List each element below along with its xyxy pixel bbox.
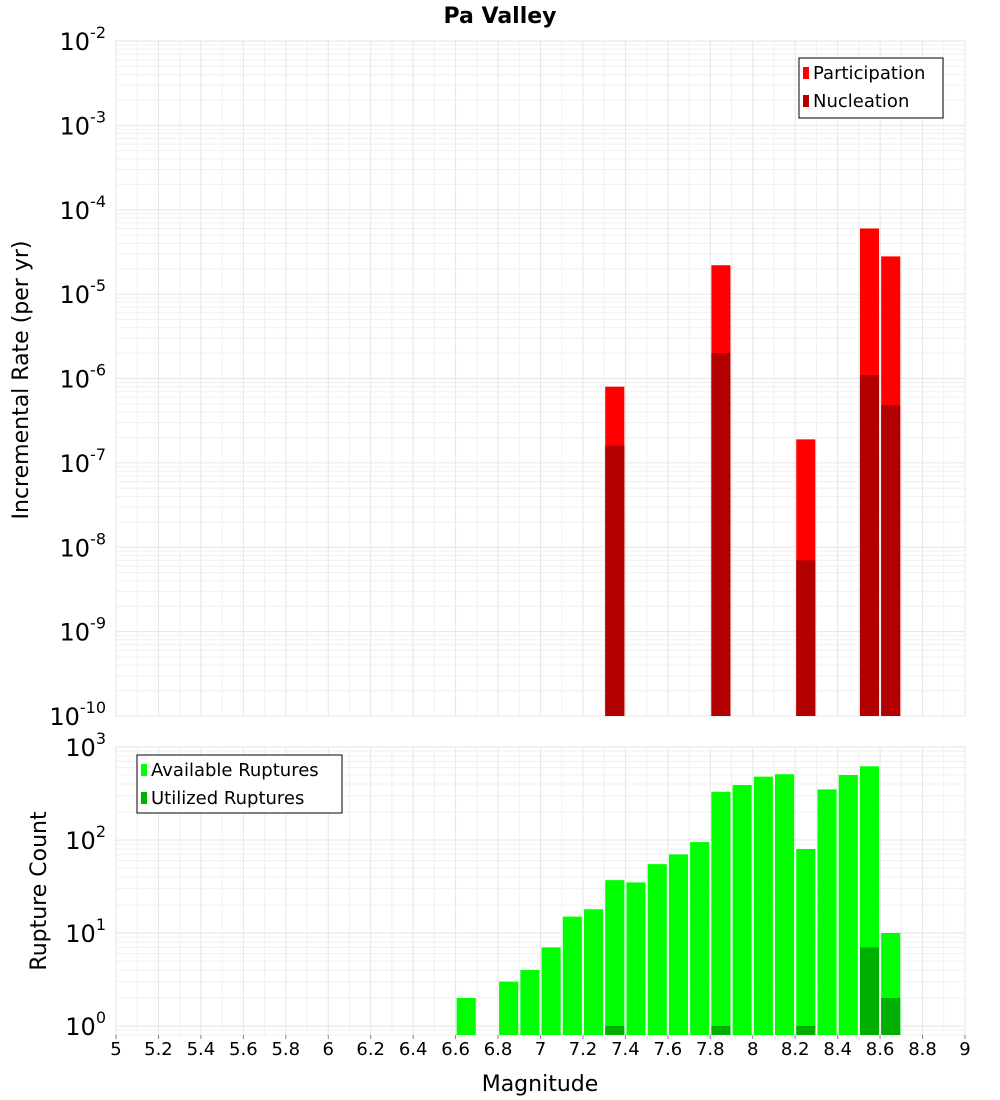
bar-utilized-ruptures (796, 1025, 816, 1035)
rupture-count-panel: 100 101 102 103 5 5.2 5.4 5.6 5.8 6 6.2 6.4 6.6 6.8 7 7… (65, 729, 970, 1060)
legend: Available Ruptures Utilized Ruptures (136, 754, 343, 814)
x-tick-label: 7.2 (569, 1039, 598, 1060)
y-tick-label: 10-5 (60, 276, 107, 309)
legend-swatch-nucleation (803, 95, 809, 107)
bar-available-ruptures (668, 854, 689, 1035)
y-tick-label: 10-9 (60, 614, 107, 647)
x-tick-label: 6 (323, 1039, 334, 1060)
bar-available-ruptures (562, 916, 582, 1035)
bar-available-ruptures (499, 981, 519, 1035)
y-tick-label: 101 (65, 915, 106, 948)
bar-available-ruptures (838, 774, 858, 1035)
bar-nucleation (796, 560, 816, 716)
y-tick-label: 102 (65, 822, 106, 855)
bar-available-ruptures (817, 789, 837, 1035)
x-tick-label: 6.2 (356, 1039, 385, 1060)
bar-available-ruptures (626, 882, 646, 1035)
bar-utilized-ruptures (881, 997, 901, 1035)
x-tick-label: 7 (535, 1039, 546, 1060)
bar-nucleation (605, 445, 625, 716)
x-tick-label: 9 (959, 1039, 970, 1060)
bar-nucleation (881, 405, 901, 716)
x-tick-label: 7.4 (611, 1039, 640, 1060)
x-tick-label: 8.4 (823, 1039, 852, 1060)
x-tick-label: 6.4 (399, 1039, 428, 1060)
x-tick-label: 5.6 (229, 1039, 258, 1060)
y-tick-label: 103 (65, 729, 106, 762)
x-axis-title: Magnitude (482, 1072, 599, 1097)
x-tick-label: 5.4 (187, 1039, 216, 1060)
legend-label-utilized-ruptures: Utilized Ruptures (151, 788, 304, 809)
x-tick-label: 5 (110, 1039, 121, 1060)
legend-box (798, 57, 944, 119)
y-tick-label: 10-4 (60, 192, 107, 225)
bar-available-ruptures (796, 849, 816, 1035)
bar-nucleation (711, 353, 731, 716)
legend-label-nucleation: Nucleation (813, 91, 909, 112)
legend-label-available-ruptures: Available Ruptures (151, 760, 319, 781)
chart-title: Pa Valley (443, 4, 556, 29)
y-tick-label: 10-3 (60, 107, 107, 140)
y-tick-label: 100 (65, 1008, 106, 1041)
count-y-axis-title: Rupture Count (27, 811, 52, 971)
bar-available-ruptures (584, 909, 604, 1035)
bar-available-ruptures (456, 997, 476, 1035)
legend-swatch-available-ruptures (141, 764, 147, 776)
rate-panel: 10-10 10-9 10-8 10-7 10-6 10-5 10-4 10-3 10-2 Par… (49, 23, 966, 731)
x-tick-label: 8.2 (781, 1039, 810, 1060)
y-tick-label: 10-2 (60, 23, 107, 56)
legend-swatch-participation (803, 67, 809, 79)
bar-available-ruptures (732, 785, 752, 1035)
x-tick-label: 5.2 (144, 1039, 173, 1060)
x-tick-label: 5.8 (271, 1039, 300, 1060)
x-tick-label: 7.8 (696, 1039, 725, 1060)
rate-y-axis-title: Incremental Rate (per yr) (9, 241, 34, 520)
legend: Participation Nucleation (798, 57, 944, 119)
bar-available-ruptures (690, 842, 710, 1035)
bar-available-ruptures (753, 776, 773, 1035)
y-tick-label: 10-10 (49, 698, 106, 731)
x-tick-label: 8.8 (908, 1039, 937, 1060)
x-tick-label: 8 (747, 1039, 758, 1060)
bar-available-ruptures (711, 791, 731, 1035)
bar-available-ruptures (605, 880, 625, 1035)
bar-utilized-ruptures (859, 947, 880, 1035)
bar-nucleation (859, 375, 880, 716)
y-tick-label: 10-7 (60, 445, 107, 478)
bar-available-ruptures (775, 774, 795, 1035)
y-tick-label: 10-6 (60, 361, 107, 394)
bar-utilized-ruptures (605, 1025, 625, 1035)
legend-swatch-utilized-ruptures (141, 792, 147, 804)
x-tick-label: 7.6 (654, 1039, 683, 1060)
legend-box (136, 754, 343, 814)
bar-utilized-ruptures (711, 1025, 731, 1035)
legend-label-participation: Participation (813, 63, 925, 84)
x-tick-label: 8.6 (866, 1039, 895, 1060)
x-tick-label: 6.8 (484, 1039, 513, 1060)
bar-available-ruptures (541, 947, 561, 1035)
bar-available-ruptures (520, 969, 540, 1035)
y-tick-label: 10-8 (60, 529, 107, 562)
x-tick-label: 6.6 (441, 1039, 470, 1060)
bar-available-ruptures (647, 864, 667, 1035)
